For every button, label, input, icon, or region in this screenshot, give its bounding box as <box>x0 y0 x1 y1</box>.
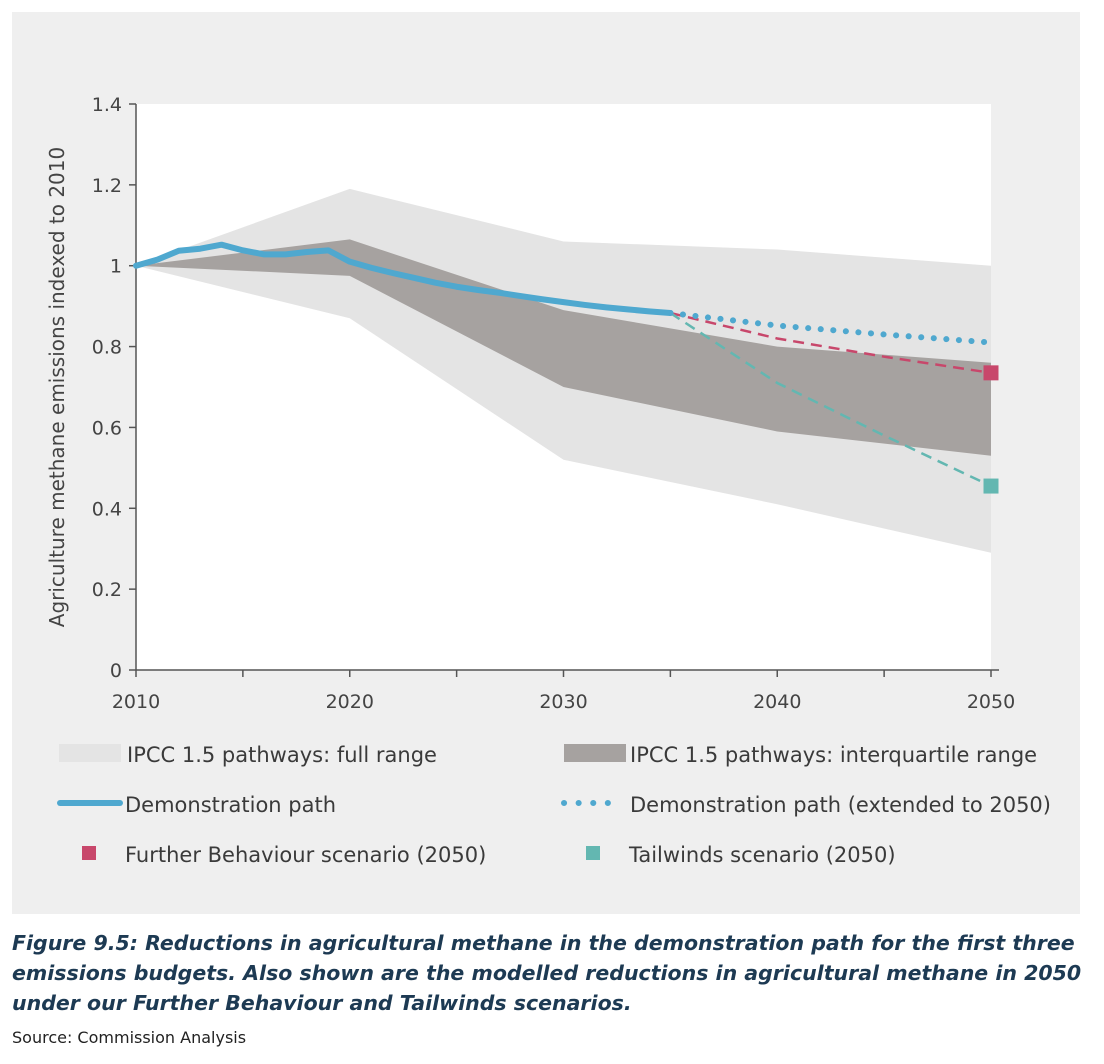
series-demonstration-extended <box>667 310 994 346</box>
legend-label-interquartile: IPCC 1.5 pathways: interquartile range <box>630 743 1038 767</box>
y-tick-label: 0.2 <box>92 579 122 601</box>
source-note: Source: Commission Analysis <box>12 1028 247 1047</box>
legend-label-extended: Demonstration path (extended to 2050) <box>630 793 1051 817</box>
y-axis-label: Agriculture methane emissions indexed to… <box>45 147 69 627</box>
x-tick-label: 2050 <box>967 691 1015 713</box>
y-tick-label: 0.6 <box>92 417 122 439</box>
y-tick-label: 1 <box>110 256 122 278</box>
x-tick-label: 2040 <box>753 691 801 713</box>
legend-label-further-behaviour: Further Behaviour scenario (2050) <box>125 843 487 867</box>
chart-svg: 0 0.2 0.4 0.6 0.8 1 1.2 1.4 2010 2020 2030 2040 2050… <box>45 94 1015 713</box>
point-tailwinds-2050 <box>983 478 999 494</box>
legend-swatch-extended <box>561 800 622 806</box>
legend-swatch-interquartile <box>564 744 626 762</box>
legend-swatch-demonstration <box>57 800 123 806</box>
series-demonstration-path <box>133 241 674 317</box>
legend-label-full-range: IPCC 1.5 pathways: full range <box>127 743 437 767</box>
y-tick-label: 0.4 <box>92 498 122 520</box>
legend-label-demonstration: Demonstration path <box>125 793 337 817</box>
y-tick-label: 0 <box>110 660 122 682</box>
x-tick-label: 2020 <box>326 691 374 713</box>
legend-swatch-tailwinds <box>586 846 600 860</box>
series-layer <box>133 241 994 488</box>
y-tick-label: 1.2 <box>92 175 122 197</box>
y-tick-label: 1.4 <box>92 94 122 116</box>
series-tailwinds <box>669 311 992 488</box>
chart-panel: 0 0.2 0.4 0.6 0.8 1 1.2 1.4 2010 2020 2030 2040 2050… <box>12 12 1080 914</box>
axes-layer: 0 0.2 0.4 0.6 0.8 1 1.2 1.4 2010 2020 2030 2040 2050 <box>92 94 1015 713</box>
points-layer <box>983 365 999 494</box>
x-tick-label: 2030 <box>539 691 587 713</box>
band-interquartile <box>136 239 991 456</box>
bands-layer <box>136 188 991 553</box>
series-further-behaviour <box>670 311 992 375</box>
legend-label-tailwinds: Tailwinds scenario (2050) <box>629 843 896 867</box>
x-tick-label: 2010 <box>112 691 160 713</box>
legend-swatch-further-behaviour <box>82 846 96 860</box>
point-further-behaviour-2050 <box>983 365 999 381</box>
figure-caption: Figure 9.5: Reductions in agricultural m… <box>12 931 1082 1015</box>
legend-swatch-full-range <box>59 744 121 762</box>
y-tick-label: 0.8 <box>92 337 122 359</box>
